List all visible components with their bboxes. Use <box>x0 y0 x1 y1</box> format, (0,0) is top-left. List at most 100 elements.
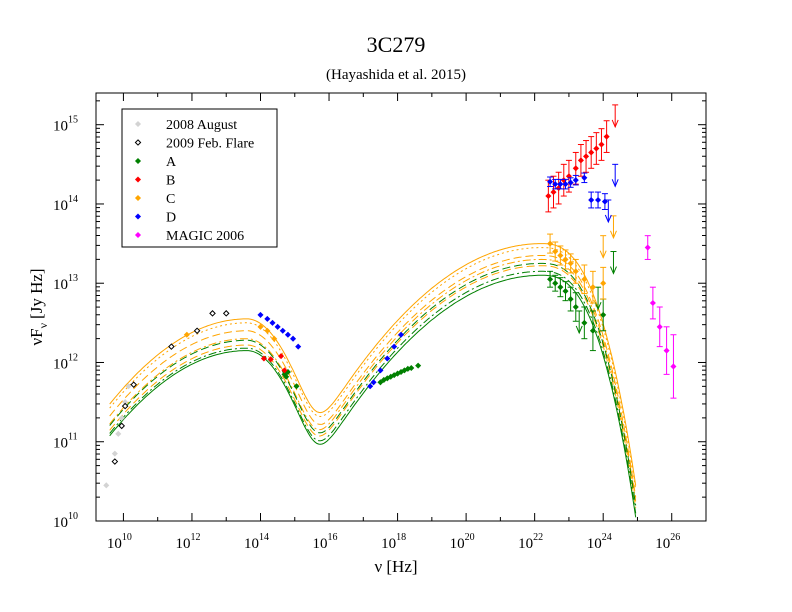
data-point <box>257 323 264 330</box>
upper-limit-arrow <box>594 301 602 311</box>
y-tick-exponent: 15 <box>68 115 78 126</box>
data-point <box>562 288 569 295</box>
legend-marker <box>134 157 142 165</box>
data-point <box>183 331 190 338</box>
upper-limit-arrow <box>611 179 619 188</box>
data-point <box>644 244 651 251</box>
data-point <box>588 149 595 156</box>
data-point <box>589 327 596 334</box>
data-points <box>103 104 677 489</box>
data-point <box>377 379 384 386</box>
data-point <box>168 343 175 350</box>
data-point <box>193 327 201 335</box>
data-point <box>572 177 579 184</box>
legend-marker <box>134 213 142 220</box>
model-curve <box>109 247 637 490</box>
x-tick-label: 1012 <box>175 532 200 552</box>
data-point <box>370 379 377 386</box>
data-point <box>581 276 588 283</box>
data-point <box>384 355 391 362</box>
legend-label: B <box>166 174 175 189</box>
x-tick-exponent: 10 <box>122 532 132 543</box>
upper-limit-arrow <box>610 266 617 275</box>
data-point <box>111 458 119 465</box>
y-tick-label: 1011 <box>53 432 78 452</box>
data-point <box>557 284 564 291</box>
data-point <box>271 335 278 342</box>
x-tick-exponent: 18 <box>396 532 406 543</box>
data-point <box>103 482 110 489</box>
data-point <box>121 402 129 410</box>
data-point <box>209 310 216 317</box>
legend-marker <box>134 194 142 202</box>
data-point <box>222 310 230 317</box>
x-tick-base: 10 <box>107 536 122 552</box>
data-point <box>295 343 302 350</box>
model-curve <box>109 265 637 508</box>
y-tick-label: 1014 <box>53 194 78 214</box>
x-tick-base: 10 <box>655 536 670 552</box>
data-point <box>567 179 574 186</box>
x-tick-base: 10 <box>587 536 602 552</box>
y-tick-exponent: 12 <box>68 352 78 363</box>
model-curve <box>109 270 637 514</box>
upper-limit-arrow <box>604 214 612 224</box>
data-point <box>601 198 608 205</box>
data-point <box>279 327 286 334</box>
data-point <box>562 181 569 188</box>
data-point <box>656 323 663 330</box>
y-tick-base: 10 <box>53 436 68 452</box>
x-tick-exponent: 12 <box>190 532 200 543</box>
data-point <box>284 331 291 338</box>
data-point <box>290 335 297 342</box>
data-point <box>595 196 602 204</box>
data-point <box>577 157 584 164</box>
y-tick-base: 10 <box>53 356 68 372</box>
x-tick-base: 10 <box>518 536 533 552</box>
legend-label: 2009 Feb. Flare <box>166 137 254 152</box>
y-tick-exponent: 11 <box>68 432 78 443</box>
data-point <box>408 365 415 372</box>
x-tick-base: 10 <box>450 536 465 552</box>
chart-subtitle: (Hayashida et al. 2015) <box>326 67 466 83</box>
y-tick-base: 10 <box>53 119 68 135</box>
data-point <box>283 373 290 380</box>
data-point <box>649 300 656 307</box>
x-tick-exponent: 16 <box>328 532 338 543</box>
model-curve <box>109 255 637 498</box>
x-tick-label: 1024 <box>587 532 612 552</box>
data-point <box>603 133 610 140</box>
legend-marker <box>134 139 142 146</box>
legend-label: D <box>166 211 176 226</box>
x-tick-label: 1026 <box>655 532 680 552</box>
x-tick-exponent: 14 <box>259 532 269 543</box>
data-point <box>257 311 264 318</box>
upper-limit-arrow <box>610 230 617 240</box>
data-point <box>583 153 590 160</box>
model-curve <box>109 262 637 506</box>
y-axis-label-main: νF <box>27 328 46 345</box>
legend-marker <box>134 176 142 183</box>
x-tick-label: 1018 <box>381 532 406 552</box>
data-point <box>600 280 607 287</box>
data-point <box>670 363 677 370</box>
y-tick-exponent: 14 <box>68 194 78 205</box>
data-point <box>557 252 564 259</box>
legend-marker <box>134 120 142 128</box>
y-tick-base: 10 <box>53 515 68 531</box>
x-axis-label: ν [Hz] <box>374 557 417 576</box>
data-point <box>572 303 579 311</box>
legend-label: C <box>166 192 175 207</box>
y-axis-label-unit: [Jy Hz] <box>27 268 46 319</box>
legend-label: MAGIC 2006 <box>166 229 244 244</box>
y-axis-label-sub: ν <box>36 322 50 328</box>
y-tick-label: 1010 <box>53 511 78 531</box>
data-point <box>125 383 132 390</box>
data-point <box>562 256 569 263</box>
data-point <box>552 280 559 287</box>
data-point <box>118 414 125 421</box>
data-point <box>589 284 596 291</box>
data-point <box>663 347 670 354</box>
